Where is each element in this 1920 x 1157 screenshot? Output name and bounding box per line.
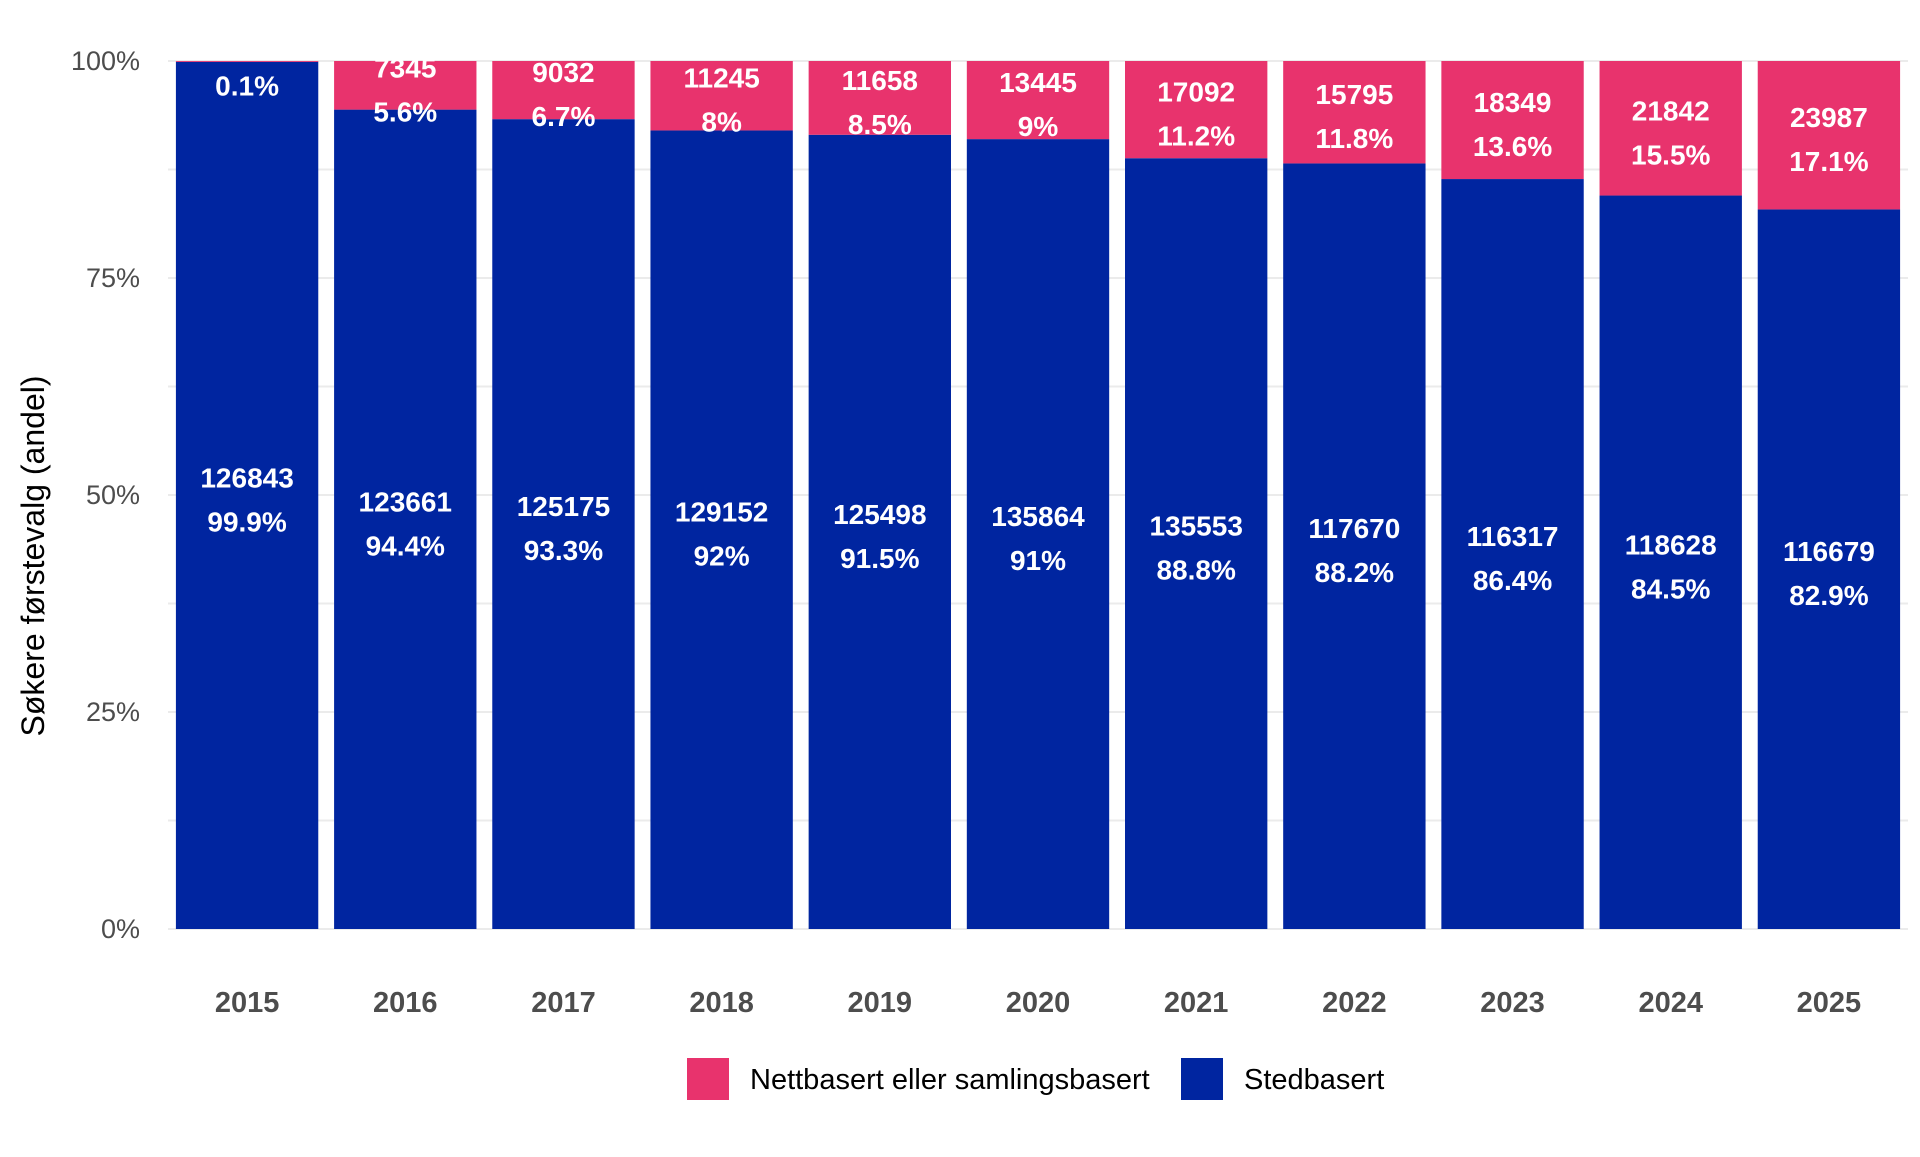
- bar-count-label-nettbasert: 23987: [1790, 102, 1868, 133]
- axes: 0% 25% 50% 75% 100% 2015 2016 2017 2018 2019 2020 2…: [71, 46, 1861, 1019]
- x-tick-label: 2019: [848, 987, 913, 1019]
- bar-percent-label-nettbasert: 11.2%: [1157, 121, 1235, 152]
- bar-percent-label-nettbasert: 11.8%: [1315, 123, 1393, 154]
- bar-percent-label-stedbasert: 84.5%: [1631, 573, 1710, 604]
- x-tick-label: 2018: [689, 987, 754, 1019]
- x-tick-label: 2020: [1006, 987, 1071, 1019]
- bar-nettbasert: [1757, 61, 1901, 210]
- bar-count-label-nettbasert: 13445: [999, 67, 1077, 98]
- bar-percent-label-stedbasert: 91%: [1010, 545, 1066, 576]
- bar-labels: 126843 99.9% 0.1% 123661 94.4% 7345 5.6% 125175…: [200, 52, 1874, 611]
- bar-count-label-stedbasert: 135553: [1149, 511, 1242, 542]
- bar-nettbasert: [1125, 61, 1268, 159]
- x-tick-label: 2023: [1480, 987, 1545, 1019]
- bar-percent-label-stedbasert: 91.5%: [840, 543, 919, 574]
- bar-percent-label-nettbasert: 8%: [701, 107, 742, 138]
- bar-nettbasert: [808, 61, 951, 135]
- bar-count-label-stedbasert: 118628: [1625, 529, 1717, 560]
- y-tick-label: 75%: [86, 263, 140, 293]
- bar-percent-label-stedbasert: 86.4%: [1473, 565, 1552, 596]
- bar-percent-label-stedbasert: 88.2%: [1315, 557, 1394, 588]
- legend-swatch: [1181, 1058, 1223, 1100]
- bar-count-label-stedbasert: 129152: [675, 497, 768, 528]
- bar-nettbasert: [175, 61, 319, 62]
- y-tick-label: 0%: [101, 914, 140, 944]
- bar-percent-label-stedbasert: 94.4%: [366, 530, 445, 561]
- bar-percent-label-nettbasert: 0.1%: [215, 70, 279, 101]
- x-tick-label: 2025: [1797, 987, 1862, 1019]
- bar-nettbasert: [650, 61, 793, 131]
- y-tick-label: 25%: [86, 697, 140, 727]
- bar-count-label-nettbasert: 21842: [1632, 95, 1710, 126]
- bar-nettbasert: [1441, 61, 1584, 180]
- y-axis-title: Søkere førstevalg (andel): [15, 375, 51, 736]
- bar-percent-label-nettbasert: 5.6%: [373, 96, 437, 127]
- bar-percent-label-nettbasert: 13.6%: [1473, 131, 1552, 162]
- bar-count-label-stedbasert: 135864: [991, 501, 1085, 532]
- bar-percent-label-stedbasert: 88.8%: [1156, 555, 1235, 586]
- bar-nettbasert: [334, 61, 477, 110]
- bar-count-label-nettbasert: 18349: [1474, 87, 1552, 118]
- bar-count-label-stedbasert: 125175: [517, 491, 610, 522]
- bar-percent-label-nettbasert: 17.1%: [1789, 146, 1868, 177]
- bar-stedbasert: [1125, 158, 1268, 929]
- y-tick-label: 50%: [86, 480, 140, 510]
- bar-stedbasert: [492, 119, 635, 929]
- x-tick-label: 2024: [1638, 987, 1703, 1019]
- bar-stedbasert: [650, 130, 793, 929]
- bar-stedbasert: [966, 139, 1110, 929]
- bar-stedbasert: [1441, 179, 1584, 930]
- bar-nettbasert: [966, 61, 1110, 140]
- bar-count-label-nettbasert: 11245: [683, 63, 759, 94]
- bar-percent-label-stedbasert: 82.9%: [1789, 580, 1868, 611]
- bar-nettbasert: [1283, 61, 1426, 164]
- bar-nettbasert: [1599, 61, 1742, 196]
- bar-count-label-nettbasert: 11658: [842, 65, 918, 96]
- bar-count-label-stedbasert: 116679: [1783, 536, 1875, 567]
- bar-count-label-stedbasert: 116317: [1467, 521, 1559, 552]
- legend-label: Nettbasert eller samlingsbasert: [750, 1064, 1150, 1096]
- x-tick-label: 2021: [1164, 987, 1229, 1019]
- x-tick-label: 2022: [1322, 987, 1387, 1019]
- bar-count-label-nettbasert: 7345: [374, 52, 436, 83]
- legend: Nettbasert eller samlingsbasert Stedbaser…: [687, 1058, 1384, 1100]
- bar-percent-label-nettbasert: 8.5%: [848, 109, 912, 140]
- x-tick-label: 2016: [373, 987, 438, 1019]
- bar-percent-label-stedbasert: 99.9%: [207, 506, 286, 537]
- bar-stedbasert: [1283, 163, 1426, 929]
- bar-percent-label-stedbasert: 92%: [694, 541, 750, 572]
- bar-count-label-stedbasert: 125498: [833, 499, 926, 530]
- bar-count-label-stedbasert: 117670: [1308, 513, 1400, 544]
- legend-swatch: [687, 1058, 729, 1100]
- bar-stedbasert: [175, 61, 319, 930]
- bars: [175, 61, 1901, 930]
- bar-percent-label-stedbasert: 93.3%: [524, 535, 603, 566]
- x-tick-label: 2015: [215, 987, 280, 1019]
- bar-stedbasert: [808, 134, 951, 929]
- bar-stedbasert: [334, 109, 477, 929]
- bar-count-label-stedbasert: 126843: [200, 462, 293, 493]
- bar-count-label-nettbasert: 17092: [1157, 77, 1235, 108]
- y-tick-label: 100%: [71, 46, 140, 76]
- bar-count-label-nettbasert: 15795: [1315, 79, 1393, 110]
- x-tick-label: 2017: [531, 987, 596, 1019]
- bar-count-label-stedbasert: 123661: [359, 486, 452, 517]
- legend-label: Stedbasert: [1244, 1064, 1384, 1096]
- bar-percent-label-nettbasert: 6.7%: [532, 101, 596, 132]
- bar-nettbasert: [492, 61, 635, 120]
- bar-count-label-nettbasert: 9032: [532, 57, 594, 88]
- bar-percent-label-nettbasert: 9%: [1018, 111, 1059, 142]
- bar-stedbasert: [1757, 209, 1901, 930]
- bar-percent-label-nettbasert: 15.5%: [1631, 139, 1710, 170]
- bar-stedbasert: [1599, 195, 1742, 930]
